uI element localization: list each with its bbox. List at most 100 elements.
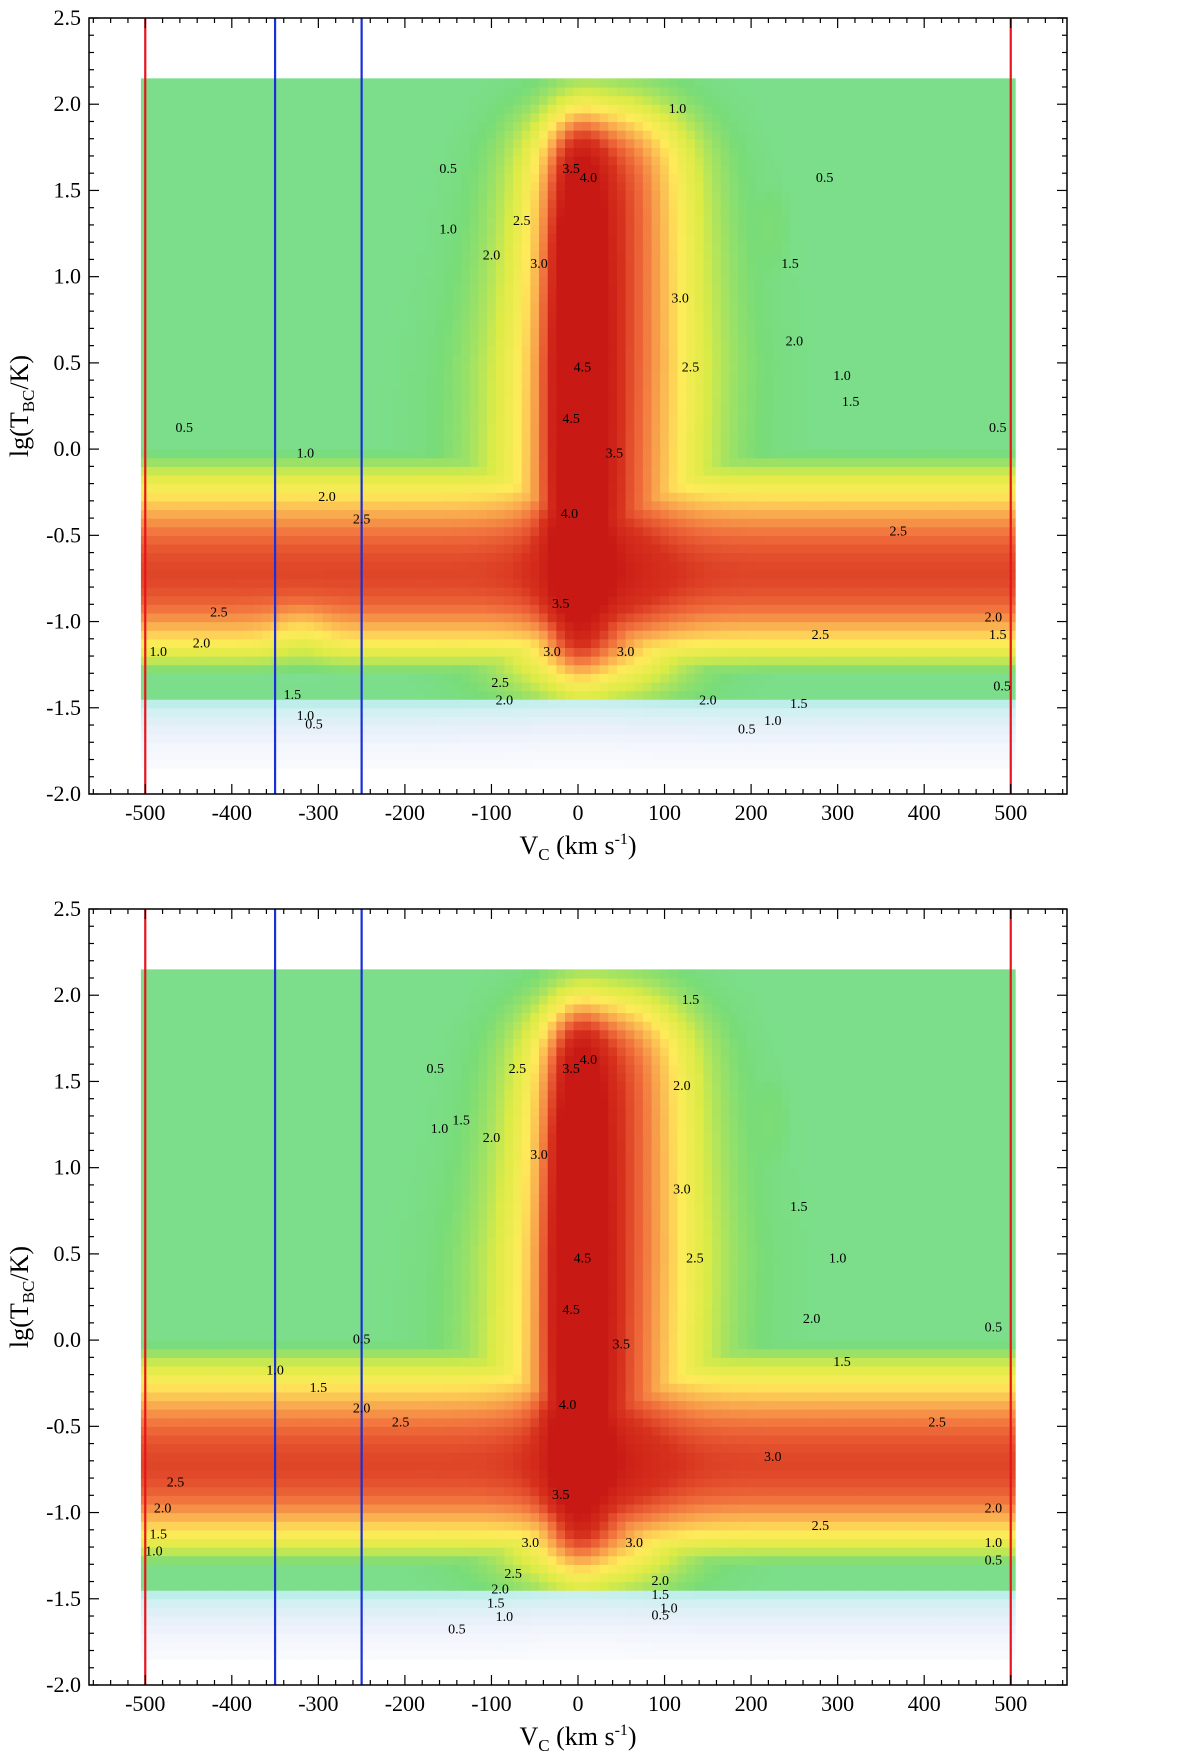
y-tick-label: 2.0 — [54, 982, 82, 1007]
contour-label: 1.0 — [439, 223, 457, 238]
contour-label: 0.5 — [993, 680, 1011, 695]
y-tick-label: 1.0 — [54, 264, 82, 289]
x-axis-title: VC (km s-1) — [519, 831, 636, 864]
contour-label: 0.5 — [651, 1608, 669, 1623]
contour-label: 1.5 — [487, 1596, 505, 1611]
density-map-top — [89, 18, 1067, 794]
contour-label: 2.5 — [812, 628, 830, 643]
contour-label: 2.0 — [651, 1574, 669, 1589]
y-tick-label: -1.5 — [46, 1586, 81, 1611]
contour-label: 1.0 — [145, 1545, 163, 1560]
contour-label: 1.0 — [833, 369, 851, 384]
contour-label: 1.0 — [297, 709, 315, 724]
x-tick-label: 100 — [648, 800, 681, 825]
x-tick-label: -100 — [471, 800, 511, 825]
contour-label: 1.5 — [310, 1381, 328, 1396]
contour-label: 1.5 — [781, 257, 799, 272]
contour-label: 1.0 — [431, 1122, 449, 1137]
contour-label: 2.5 — [682, 361, 700, 376]
contour-label: 0.5 — [448, 1622, 466, 1637]
contour-label: 0.5 — [985, 1553, 1003, 1568]
x-tick-label: -400 — [212, 1691, 252, 1716]
contour-label: 1.0 — [764, 714, 782, 729]
density-map-bottom — [89, 909, 1067, 1685]
contour-label: 2.0 — [699, 693, 717, 708]
x-tick-label: 200 — [735, 800, 768, 825]
contour-label: 1.5 — [284, 688, 302, 703]
y-tick-label: 2.5 — [54, 5, 82, 30]
contour-label: 1.0 — [669, 102, 687, 117]
contour-label: 3.0 — [617, 645, 635, 660]
y-tick-label: -1.0 — [46, 609, 81, 634]
x-tick-label: 300 — [821, 800, 854, 825]
contour-label: 2.0 — [803, 1312, 821, 1327]
contour-label: 3.5 — [606, 447, 624, 462]
contour-label: 1.5 — [790, 1200, 808, 1215]
contour-label: 4.5 — [574, 361, 592, 376]
contour-label: 0.5 — [305, 717, 323, 732]
contour-label: 1.0 — [149, 645, 167, 660]
y-tick-label: -2.0 — [46, 1672, 81, 1697]
contour-label: 2.5 — [889, 524, 907, 539]
contour-label: 2.5 — [513, 214, 531, 229]
y-tick-label: 1.5 — [54, 177, 82, 202]
contour-label: 1.5 — [790, 697, 808, 712]
contour-label: 2.0 — [318, 490, 336, 505]
x-tick-label: 400 — [908, 1691, 941, 1716]
contour-label: 1.0 — [829, 1252, 847, 1267]
contour-label: 2.5 — [210, 605, 228, 620]
contour-label: 1.0 — [985, 1536, 1003, 1551]
contour-label: 1.0 — [266, 1364, 284, 1379]
contour-label: 4.5 — [562, 412, 580, 427]
x-tick-label: 200 — [735, 1691, 768, 1716]
x-tick-label: -500 — [125, 1691, 165, 1716]
contour-label: 3.5 — [552, 597, 570, 612]
y-tick-label: -1.0 — [46, 1500, 81, 1525]
contour-label: 2.0 — [985, 1502, 1003, 1517]
x-tick-label: -300 — [298, 800, 338, 825]
contour-label: 2.0 — [496, 693, 514, 708]
x-tick-label: 500 — [994, 800, 1027, 825]
contour-label: 4.0 — [561, 507, 579, 522]
y-tick-label: 0.5 — [54, 1241, 82, 1266]
y-tick-label: 2.0 — [54, 91, 82, 116]
contour-label: 4.0 — [580, 1053, 598, 1068]
contour-label: 2.0 — [353, 1402, 371, 1417]
contour-label: 1.0 — [496, 1610, 514, 1625]
x-tick-label: 400 — [908, 800, 941, 825]
contour-label: 2.5 — [504, 1567, 522, 1582]
contour-label: 0.5 — [738, 723, 756, 738]
contour-label: 0.5 — [175, 421, 193, 436]
y-axis-title: lg(TBC/K) — [5, 1246, 38, 1348]
contour-label: 1.5 — [842, 395, 860, 410]
contour-label: 4.0 — [559, 1398, 577, 1413]
contour-label: 2.5 — [509, 1062, 527, 1077]
contour-label: 3.0 — [530, 257, 548, 272]
contour-label: 2.5 — [928, 1415, 946, 1430]
contour-label: 2.0 — [483, 248, 501, 263]
x-tick-label: -200 — [385, 1691, 425, 1716]
contour-label: 3.0 — [626, 1536, 644, 1551]
x-axis-title: VC (km s-1) — [519, 1722, 636, 1754]
x-tick-label: -100 — [471, 1691, 511, 1716]
y-tick-label: 0.5 — [54, 350, 82, 375]
contour-label: 3.0 — [522, 1536, 540, 1551]
x-tick-label: -300 — [298, 1691, 338, 1716]
contour-label: 3.0 — [673, 1183, 691, 1198]
contour-label: 2.5 — [392, 1415, 410, 1430]
contour-label: 0.5 — [816, 171, 834, 186]
contour-label: 0.5 — [989, 421, 1007, 436]
contour-label: 1.0 — [660, 1602, 678, 1617]
y-tick-label: -1.5 — [46, 695, 81, 720]
contour-label: 3.5 — [613, 1338, 631, 1353]
x-tick-label: 0 — [573, 800, 584, 825]
contour-label: 3.0 — [764, 1450, 782, 1465]
x-tick-label: 0 — [573, 1691, 584, 1716]
y-tick-label: 1.0 — [54, 1155, 82, 1180]
y-tick-label: 0.0 — [54, 436, 82, 461]
contour-label: 2.5 — [812, 1519, 830, 1534]
contour-label: 3.0 — [530, 1148, 548, 1163]
contour-label: 4.5 — [562, 1303, 580, 1318]
y-tick-label: 1.5 — [54, 1068, 82, 1093]
y-axis-title: lg(TBC/K) — [5, 355, 38, 457]
